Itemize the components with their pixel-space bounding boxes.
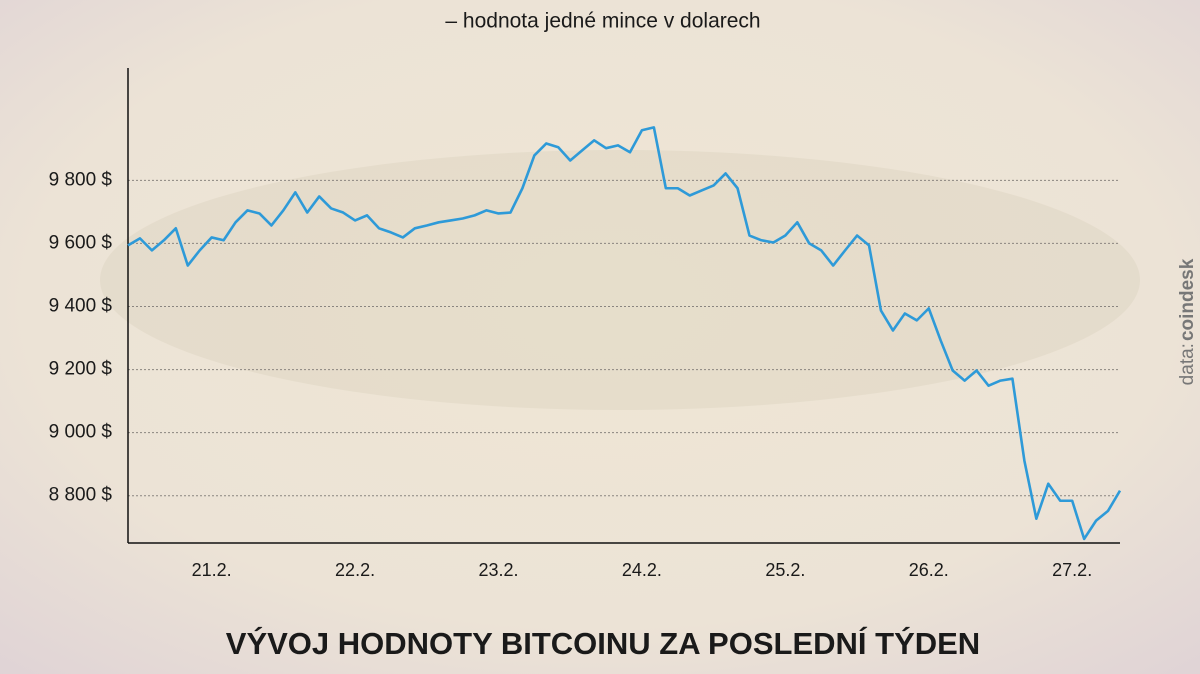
x-tick-label: 22.2. <box>335 560 375 580</box>
y-tick-label: 9 800 $ <box>49 169 113 190</box>
y-tick-label: 9 000 $ <box>49 422 113 443</box>
x-tick-label: 27.2. <box>1052 560 1092 580</box>
chart-title: VÝVOJ HODNOTY BITCOINU ZA POSLEDNÍ TÝDEN <box>226 626 980 661</box>
source-name: coindesk <box>1177 258 1198 341</box>
x-tick-label: 24.2. <box>622 560 662 580</box>
source: data:coindesk <box>1177 258 1198 385</box>
x-tick-label: 26.2. <box>909 560 949 580</box>
x-tick-label: 23.2. <box>478 560 518 580</box>
x-tick-label: 25.2. <box>765 560 805 580</box>
y-tick-label: 8 800 $ <box>49 485 113 506</box>
data-line <box>127 126 1122 541</box>
y-tick-label: 9 600 $ <box>49 232 113 253</box>
chart-subtitle: – hodnota jedné mince v dolarech <box>445 10 760 33</box>
x-tick-label: 21.2. <box>192 560 232 580</box>
coin-backdrop <box>100 150 1140 410</box>
y-tick-label: 9 400 $ <box>49 296 113 317</box>
source-label: data: <box>1177 343 1198 385</box>
y-tick-label: 9 200 $ <box>49 359 113 380</box>
plot-area: 8 800 $ 9 000 $ 9 200 $ 9 400 $ 9 600 $ 9 800… <box>49 68 1122 580</box>
